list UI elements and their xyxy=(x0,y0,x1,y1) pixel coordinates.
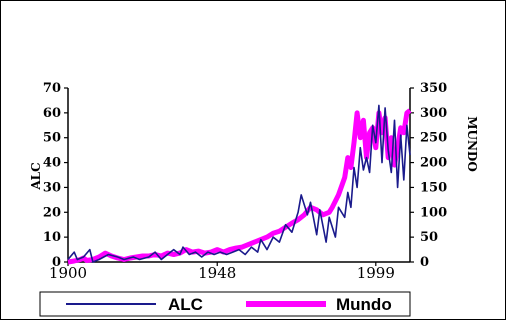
x-tick-label: 1948 xyxy=(198,264,236,282)
right-tick-label: 200 xyxy=(420,156,447,171)
left-tick-label: 0 xyxy=(52,255,61,270)
left-tick-label: 60 xyxy=(43,106,61,121)
x-tick-label: 1999 xyxy=(357,264,395,282)
left-axis-ticks: 0 10 20 30 40 50 60 70 xyxy=(43,81,68,270)
right-axis-ticks: 0 50 100 150 200 250 300 350 xyxy=(410,81,447,270)
left-tick-label: 10 xyxy=(43,230,61,245)
right-tick-label: 350 xyxy=(420,81,447,96)
right-tick-label: 250 xyxy=(420,131,447,146)
right-tick-label: 0 xyxy=(420,255,429,270)
x-tick-label: 1900 xyxy=(49,264,87,282)
legend-label-alc: ALC xyxy=(168,295,203,314)
left-axis-title: ALC xyxy=(29,162,43,190)
right-axis-title: MUNDO xyxy=(465,116,479,172)
legend-label-mundo: Mundo xyxy=(336,295,392,314)
series-line-mundo xyxy=(67,108,412,265)
left-tick-label: 40 xyxy=(43,156,61,171)
left-tick-label: 70 xyxy=(43,81,61,96)
right-tick-label: 50 xyxy=(420,230,438,245)
left-tick-label: 50 xyxy=(43,131,61,146)
right-tick-label: 300 xyxy=(420,106,447,121)
series-line-alc xyxy=(67,104,411,263)
left-tick-label: 30 xyxy=(43,180,61,195)
x-axis-ticks: 1900 1948 1999 xyxy=(49,262,395,282)
left-tick-label: 20 xyxy=(43,205,61,220)
right-tick-label: 150 xyxy=(420,180,447,195)
right-tick-label: 100 xyxy=(420,205,447,220)
